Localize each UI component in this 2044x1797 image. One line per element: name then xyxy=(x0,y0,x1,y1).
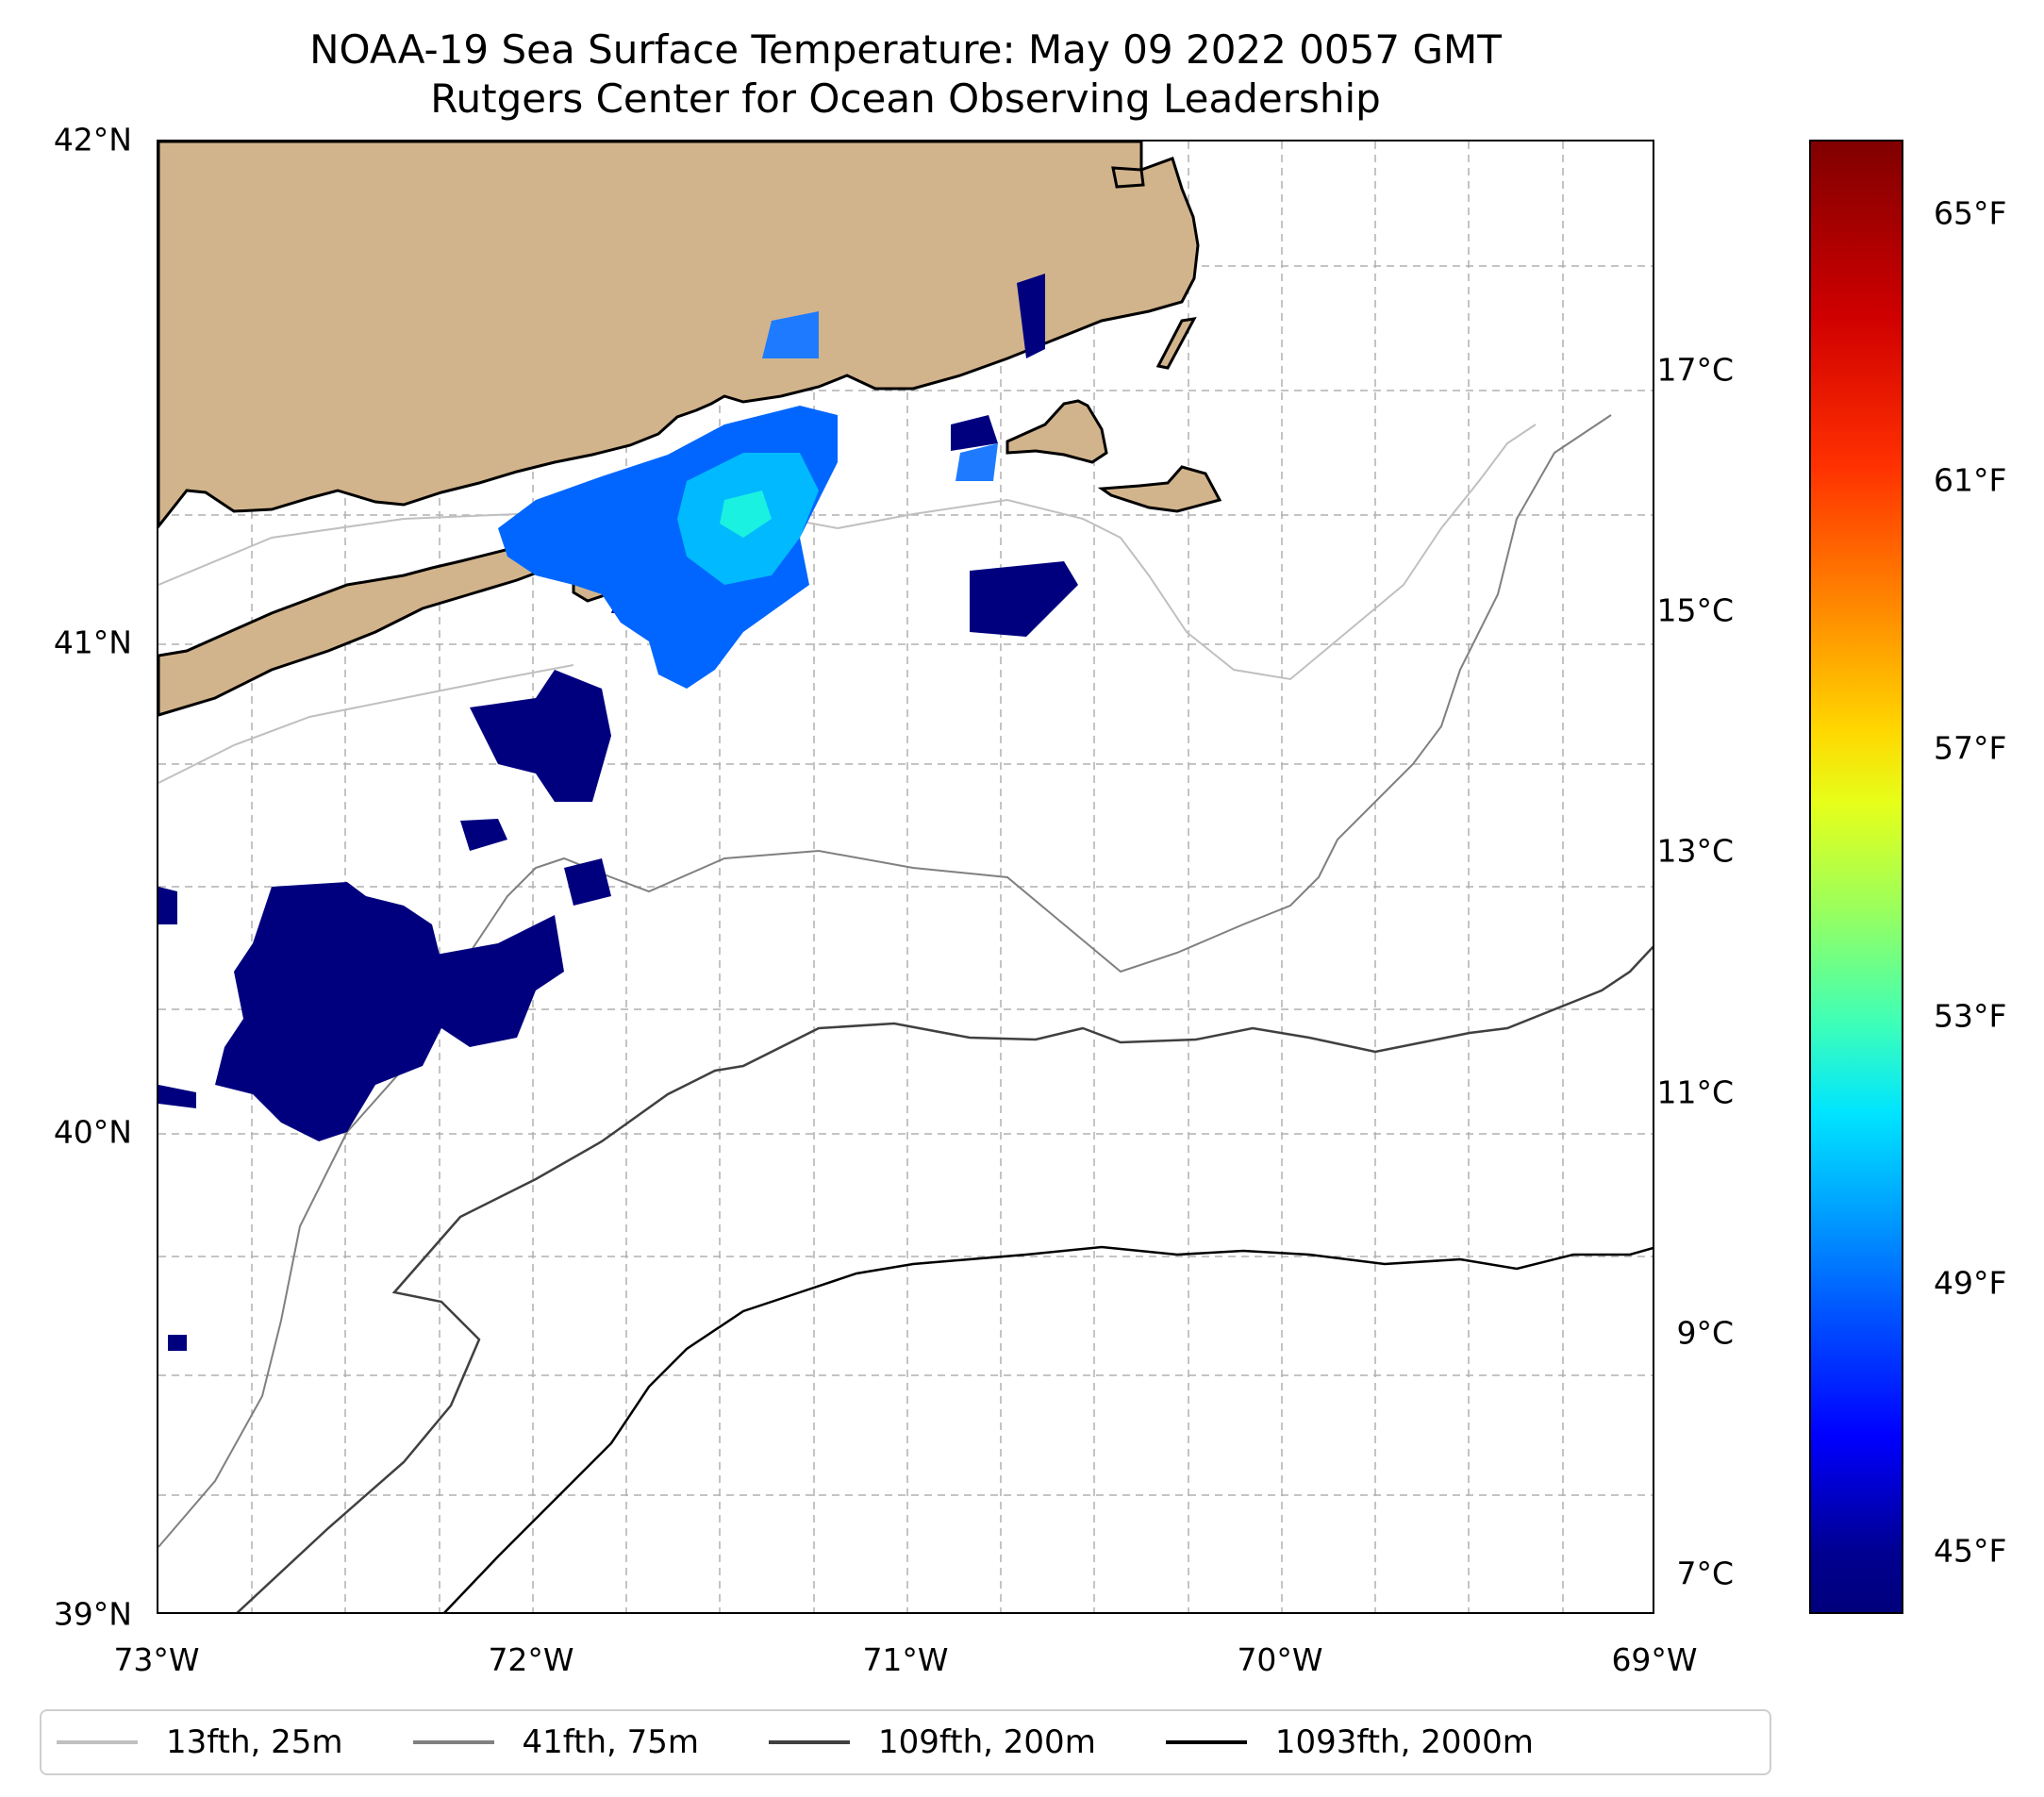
colorbar-label-11c: 11°C xyxy=(1656,1073,1734,1111)
colorbar-label-53f: 53°F xyxy=(1934,997,2007,1035)
sst-cold-patch-2 xyxy=(394,915,564,1047)
cape-cod-tip xyxy=(1111,166,1145,189)
temperature-colorbar xyxy=(1809,140,1903,1614)
contour-2000m xyxy=(443,1245,1653,1612)
legend-label-25m: 13fth, 25m xyxy=(166,1723,343,1761)
colorbar-label-17c: 17°C xyxy=(1656,351,1734,389)
sst-cold-patches xyxy=(158,274,1078,1351)
colorbar-label-7c: 7°C xyxy=(1676,1555,1734,1592)
legend-item-2000m: 1093fth, 2000m xyxy=(1165,1723,1534,1761)
colorbar-label-57f: 57°F xyxy=(1934,729,2007,767)
sst-cold-patch-10 xyxy=(168,1335,187,1351)
land xyxy=(158,141,1222,717)
colorbar-label-61f: 61°F xyxy=(1934,461,2007,499)
sst-cold-patch-6 xyxy=(564,858,611,906)
legend-label-2000m: 1093fth, 2000m xyxy=(1274,1723,1534,1761)
graticule xyxy=(158,141,1653,1612)
lon-label-71w: 71°W xyxy=(862,1641,949,1678)
colorbar-label-13c: 13°C xyxy=(1656,832,1734,870)
legend-swatch-200m xyxy=(769,1740,851,1744)
colorbar-label-45f: 45°F xyxy=(1934,1532,2007,1570)
new-england-mainland xyxy=(158,141,1200,529)
legend-label-75m: 41fth, 75m xyxy=(522,1723,700,1761)
sst-cold-patch-11 xyxy=(951,415,998,451)
lon-label-73w: 73°W xyxy=(113,1641,200,1678)
contour-75m xyxy=(158,414,1612,1548)
legend-item-200m: 109fth, 200m xyxy=(769,1723,1096,1761)
legend-item-25m: 13fth, 25m xyxy=(57,1723,343,1761)
marthas-vineyard xyxy=(1005,399,1108,464)
legend-swatch-2000m xyxy=(1165,1740,1247,1744)
lon-label-70w: 70°W xyxy=(1237,1641,1323,1678)
sst-cold-patch-3 xyxy=(470,670,611,802)
colorbar-label-65f: 65°F xyxy=(1934,194,2007,232)
sst-cold-patch-5 xyxy=(970,561,1078,637)
sst-cold-shelf-patch xyxy=(215,882,460,1141)
lat-label-40n: 40°N xyxy=(53,1113,132,1151)
lon-label-72w: 72°W xyxy=(488,1641,574,1678)
lon-label-69w: 69°W xyxy=(1611,1641,1698,1678)
lat-label-41n: 41°N xyxy=(53,624,132,661)
contour-25m-south xyxy=(158,664,574,784)
map-subtitle: Rutgers Center for Ocean Observing Leade… xyxy=(430,75,1381,122)
sst-warmest-spot xyxy=(720,491,772,538)
legend-item-75m: 41fth, 75m xyxy=(412,1723,700,1761)
map-title: NOAA-19 Sea Surface Temperature: May 09 … xyxy=(309,26,1502,73)
sst-cold-patch-9 xyxy=(158,887,177,924)
contour-200m xyxy=(236,945,1653,1612)
colorbar-label-15c: 15°C xyxy=(1656,591,1734,629)
legend-swatch-75m xyxy=(412,1740,494,1744)
map-canvas xyxy=(158,141,1653,1612)
sst-mid-patch-vineyard xyxy=(956,443,998,481)
lat-label-39n: 39°N xyxy=(53,1595,132,1633)
depth-contour-legend: 13fth, 25m 41fth, 75m 109fth, 200m 1093f… xyxy=(40,1709,1771,1775)
lat-label-42n: 42°N xyxy=(53,121,132,158)
sst-map xyxy=(157,140,1654,1614)
colorbar-label-49f: 49°F xyxy=(1934,1264,2007,1302)
sst-cold-patch-7 xyxy=(460,819,507,851)
sst-mid-patch-bay xyxy=(762,311,819,358)
monomoy-island xyxy=(1155,317,1197,370)
sst-cold-patch-12 xyxy=(1017,274,1045,358)
sst-cold-patch-8 xyxy=(158,1085,196,1108)
legend-swatch-25m xyxy=(57,1740,138,1744)
sst-warm-patches xyxy=(677,453,819,585)
colorbar-label-9c: 9°C xyxy=(1676,1314,1734,1352)
nantucket-island xyxy=(1097,465,1222,513)
legend-label-200m: 109fth, 200m xyxy=(878,1723,1096,1761)
